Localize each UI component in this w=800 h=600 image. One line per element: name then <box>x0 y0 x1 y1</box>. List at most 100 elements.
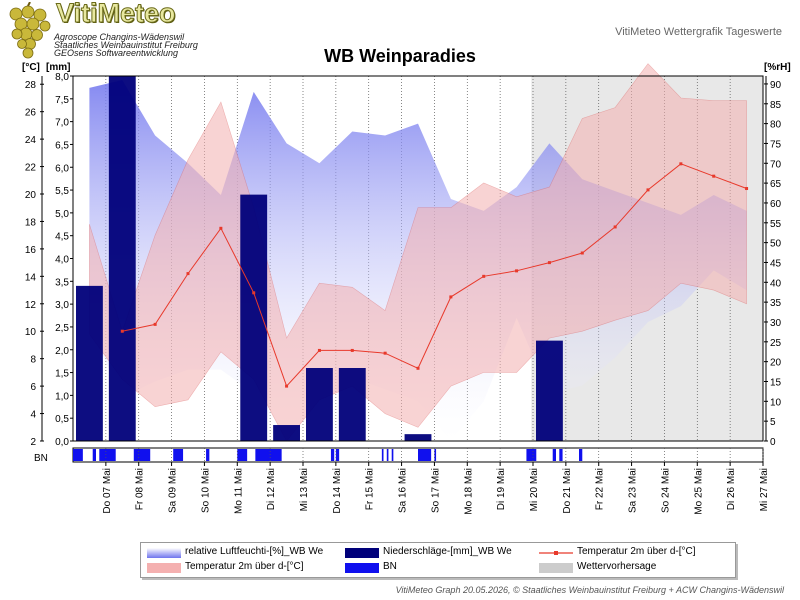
vitimeteo-logo: VitiMeteo Agroscope Changins-Wädenswil S… <box>6 0 198 62</box>
temperature-tick-label: 4 <box>30 410 36 421</box>
precipitation-tick-label: 6,5 <box>55 140 69 151</box>
humidity-tick-label: 90 <box>770 80 782 91</box>
legend-label-temperature-line: Temperatur 2m über d-[°C] <box>577 546 696 557</box>
humidity-tick-label: 45 <box>770 258 782 269</box>
temperature-point <box>482 274 486 278</box>
temperature-point <box>745 187 749 191</box>
precipitation-tick-label: 4,0 <box>55 255 69 266</box>
bn-event-bar <box>391 449 394 461</box>
temperature-point <box>712 174 716 178</box>
humidity-tick-label: 15 <box>770 377 782 388</box>
precipitation-bar <box>404 434 432 441</box>
humidity-tick-label: 35 <box>770 298 782 309</box>
temperature-tick-label: 28 <box>25 80 37 91</box>
precipitation-tick-label: 4,5 <box>55 232 69 243</box>
x-tick-label: Mo 25 Mai <box>693 468 704 515</box>
temperature-point <box>186 272 190 276</box>
footer-credits: VitiMeteo Graph 20.05.2026, © Staatliche… <box>395 585 784 595</box>
x-tick-label: Fr 22 Mai <box>595 468 606 510</box>
temperature-point <box>120 329 124 333</box>
temperature-point <box>219 226 223 230</box>
logo-subtitle-line-3: GEOsens Softwareentwicklung <box>54 48 179 58</box>
temperature-tick-label: 20 <box>25 190 37 201</box>
humidity-tick-label: 20 <box>770 358 782 369</box>
temperature-line <box>122 163 747 388</box>
x-tick-label: Sa 16 Mai <box>398 468 409 513</box>
temperature-tick-label: 26 <box>25 108 37 119</box>
logo-title: VitiMeteo <box>56 0 177 29</box>
precipitation-tick-label: 7,5 <box>55 95 69 106</box>
legend-label-temperature-band: Temperatur 2m über d-[°C] <box>185 561 304 572</box>
temperature-tick-label: 6 <box>30 382 36 393</box>
temperature-point <box>449 295 453 299</box>
temperature-tick-label: 10 <box>25 327 37 338</box>
temperature-point <box>350 348 354 352</box>
x-tick-label: Di 19 Mai <box>496 468 507 510</box>
temperature-point <box>580 251 584 255</box>
temperature-tick-label: 22 <box>25 163 37 174</box>
temperature-point <box>317 348 321 352</box>
temperature-axis-label: [°C] <box>22 62 40 73</box>
bn-event-bar <box>92 449 96 461</box>
legend-label-humidity: relative Luftfeuchti-[%]_WB We <box>185 546 324 557</box>
bn-event-bar <box>526 449 537 461</box>
precipitation-tick-label: 1,5 <box>55 369 69 380</box>
precipitation-bar <box>108 76 136 441</box>
legend-swatch-humidity <box>147 548 181 558</box>
humidity-tick-label: 60 <box>770 199 782 210</box>
temperature-point <box>383 351 387 355</box>
x-tick-label: Sa 09 Mai <box>168 468 179 513</box>
bn-event-bar <box>330 449 335 461</box>
legend-label-forecast: Wettervorhersage <box>577 561 657 572</box>
temperature-point <box>547 261 551 265</box>
bn-event-bar <box>173 449 184 461</box>
legend-label-bn: BN <box>383 561 397 572</box>
legend-swatch-bn <box>345 563 379 573</box>
temperature-tick-label: 12 <box>25 300 37 311</box>
bn-strip-label: BN <box>34 453 48 464</box>
precipitation-bar <box>240 194 268 441</box>
temperature-point <box>646 188 650 192</box>
logo-subtitle-line-2: Staatliches Weinbauinstitut Freiburg <box>54 40 198 50</box>
bn-event-bar <box>335 449 340 461</box>
x-tick-label: Fr 15 Mai <box>365 468 376 510</box>
chart-title: WB Weinparadies <box>324 46 476 66</box>
precipitation-tick-label: 5,0 <box>55 209 69 220</box>
graph-type-label: VitiMeteo Wettergrafik Tageswerte <box>611 26 786 38</box>
humidity-tick-label: 55 <box>770 219 782 230</box>
x-tick-label: Sa 23 Mai <box>628 468 639 513</box>
bn-event-bar <box>386 449 389 461</box>
precipitation-tick-label: 2,0 <box>55 346 69 357</box>
temperature-point <box>416 366 420 370</box>
humidity-tick-label: 30 <box>770 318 782 329</box>
x-tick-label: Do 07 Mai <box>102 468 113 514</box>
x-tick-label: Do 21 Mai <box>562 468 573 514</box>
bn-event-bar <box>418 449 432 461</box>
bn-event-bar <box>552 449 556 461</box>
bn-event-bar <box>133 449 151 461</box>
legend-swatch-forecast <box>539 563 573 573</box>
temperature-point <box>613 225 617 229</box>
legend-swatch-precipitation <box>345 548 379 558</box>
precipitation-axis-label: [mm] <box>46 62 70 73</box>
temperature-point <box>515 269 519 273</box>
precipitation-tick-label: 5,5 <box>55 186 69 197</box>
precipitation-tick-label: 3,0 <box>55 300 69 311</box>
x-tick-label: Do 14 Mai <box>332 468 343 514</box>
precipitation-tick-label: 2,5 <box>55 323 69 334</box>
logo-subtitle-line-1: Agroscope Changins-Wädenswil <box>54 32 185 42</box>
precipitation-bar <box>536 340 563 441</box>
precipitation-tick-label: 3,5 <box>55 277 69 288</box>
x-tick-label: So 24 Mai <box>660 468 671 513</box>
humidity-tick-label: 70 <box>770 159 782 170</box>
x-tick-label: Mo 11 Mai <box>233 468 244 514</box>
humidity-tick-label: 0 <box>770 437 776 448</box>
bn-event-bar <box>73 449 83 461</box>
temperature-tick-label: 14 <box>25 272 37 283</box>
temperature-tick-label: 24 <box>25 135 37 146</box>
humidity-axis-label: [%rH] <box>764 62 791 73</box>
precipitation-tick-label: 7,0 <box>55 118 69 129</box>
chart-legend: relative Luftfeuchti-[%]_WB We Niedersch… <box>140 542 736 578</box>
temperature-tick-label: 16 <box>25 245 37 256</box>
